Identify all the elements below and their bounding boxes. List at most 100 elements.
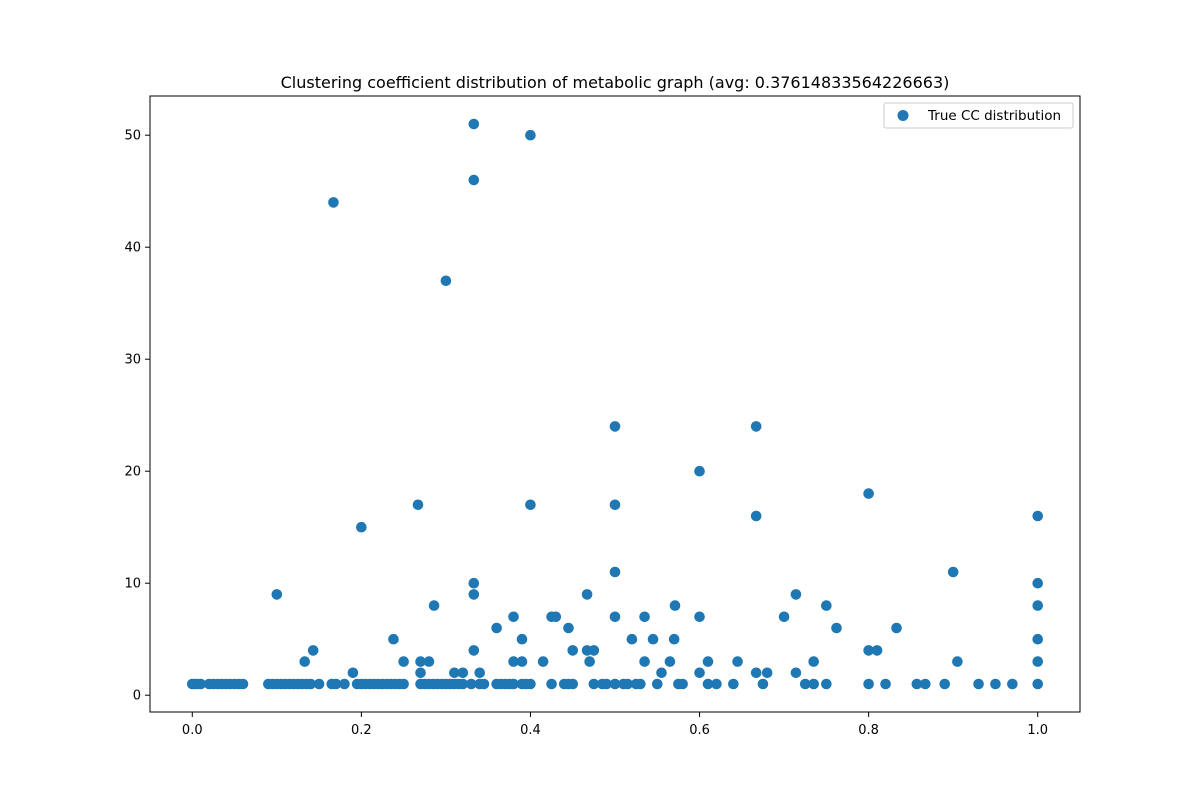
data-point [891, 622, 902, 634]
data-point [639, 656, 650, 667]
data-point [1032, 656, 1044, 667]
data-point [919, 678, 931, 690]
data-point [694, 667, 705, 679]
data-point [609, 499, 621, 511]
data-point [1032, 510, 1044, 522]
data-point [468, 118, 480, 130]
data-point [581, 589, 593, 600]
data-point [790, 667, 802, 679]
data-point [516, 633, 528, 645]
data-point [516, 656, 528, 667]
data-point [468, 645, 480, 656]
data-point [761, 667, 773, 679]
data-point [299, 656, 311, 667]
data-point [635, 678, 646, 690]
data-point [911, 678, 923, 690]
data-point [457, 678, 469, 690]
data-point [609, 611, 621, 623]
data-point [750, 510, 762, 522]
data-point [584, 656, 595, 667]
data-point [339, 678, 350, 690]
data-point [347, 667, 359, 679]
y-tick-label: 30 [124, 353, 141, 368]
data-point [508, 656, 519, 667]
data-point [457, 667, 469, 679]
data-point [871, 645, 883, 656]
data-point [567, 678, 579, 690]
data-point [880, 678, 891, 690]
data-point [669, 600, 681, 611]
data-point [525, 129, 536, 141]
data-point [711, 678, 722, 690]
data-point [415, 656, 426, 667]
data-point [863, 678, 874, 690]
data-point [328, 197, 339, 208]
legend-marker [897, 110, 909, 121]
data-point [1032, 633, 1044, 645]
data-point [939, 678, 951, 690]
data-point [728, 678, 739, 690]
data-point [702, 656, 714, 667]
plot-frame [149, 95, 1081, 713]
data-point [778, 611, 790, 623]
y-tick-label: 50 [124, 129, 141, 144]
data-point [423, 656, 435, 667]
data-point [639, 611, 650, 623]
data-point [468, 174, 480, 186]
data-point [313, 678, 325, 690]
data-point [750, 421, 762, 432]
data-point [1032, 678, 1044, 690]
data-point [973, 678, 984, 690]
data-point [468, 577, 480, 589]
data-point [525, 499, 536, 511]
data-point [237, 678, 249, 690]
data-points [186, 118, 1044, 690]
data-point [449, 667, 460, 679]
legend-box [883, 102, 1074, 129]
data-point [609, 566, 621, 578]
data-point [468, 589, 480, 600]
data-point [412, 499, 424, 511]
data-point [330, 678, 342, 690]
data-point [588, 678, 600, 690]
legend-label: True CC distribution [927, 108, 1061, 124]
data-point [567, 645, 579, 656]
data-point [609, 678, 621, 690]
data-point [668, 633, 680, 645]
data-point [195, 678, 207, 690]
data-point [694, 611, 705, 623]
data-point [947, 566, 959, 578]
data-point [694, 465, 705, 477]
data-point [651, 678, 663, 690]
data-point [622, 678, 633, 690]
data-point [356, 521, 367, 533]
x-tick-label: 0.0 [182, 723, 203, 738]
x-tick-label: 1.0 [1027, 723, 1048, 738]
data-point [790, 589, 802, 600]
data-point [1032, 600, 1044, 611]
data-point [508, 678, 519, 690]
data-point [398, 656, 409, 667]
data-point [1007, 678, 1018, 690]
data-point [656, 667, 667, 679]
data-point [465, 678, 477, 690]
data-point [305, 678, 316, 690]
x-tick-label: 0.4 [520, 723, 541, 738]
data-point [821, 600, 832, 611]
data-point [732, 656, 743, 667]
y-tick-label: 0 [133, 689, 141, 704]
data-point [821, 678, 832, 690]
data-point [508, 611, 519, 623]
data-point [863, 488, 874, 499]
data-point [702, 678, 714, 690]
data-point [647, 633, 659, 645]
data-point [474, 667, 486, 679]
legend: True CC distribution [883, 102, 1074, 129]
data-point [808, 656, 819, 667]
y-tick-label: 10 [124, 577, 141, 592]
data-point [1032, 577, 1044, 589]
data-point [491, 622, 502, 634]
chart-title: Clustering coefficient distribution of m… [281, 73, 950, 92]
data-point [415, 667, 426, 679]
data-point [863, 645, 874, 656]
